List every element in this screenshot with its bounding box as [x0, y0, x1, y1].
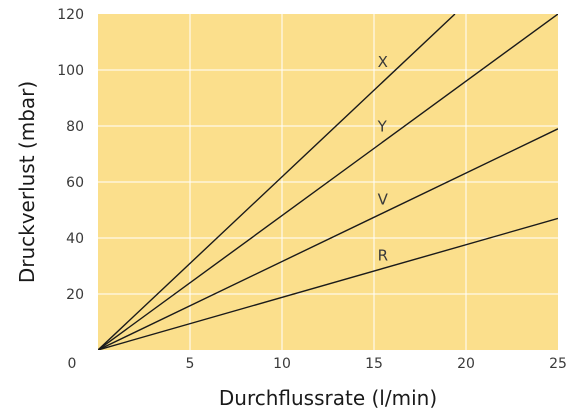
x-tick-label-0: 0 [68, 356, 77, 372]
x-tick-label-15: 15 [365, 356, 383, 372]
x-tick-label-25: 25 [549, 356, 567, 372]
series-line-v [98, 128, 558, 350]
grid [98, 14, 558, 350]
series-lines [98, 14, 558, 350]
series-labels: X Y V R [377, 53, 389, 264]
x-tick-label-10: 10 [273, 356, 291, 372]
y-axis-title: Druckverlust (mbar) [15, 81, 39, 283]
y-tick-label-80: 80 [66, 119, 84, 135]
series-label-y: Y [377, 118, 388, 136]
y-tick-label-40: 40 [66, 231, 84, 247]
y-tick-label-100: 100 [57, 63, 84, 79]
y-tick-labels: 20 40 60 80 100 120 [57, 7, 84, 303]
y-tick-label-120: 120 [57, 7, 84, 23]
x-tick-label-20: 20 [457, 356, 475, 372]
y-tick-label-60: 60 [66, 175, 84, 191]
x-axis-title: Durchflussrate (l/min) [219, 386, 437, 410]
y-tick-label-20: 20 [66, 287, 84, 303]
series-label-x: X [378, 53, 388, 71]
series-label-r: R [378, 246, 388, 264]
series-line-x [98, 14, 456, 350]
x-tick-label-5: 5 [186, 356, 195, 372]
x-tick-labels: 0 5 10 15 20 25 [68, 356, 567, 372]
series-line-r [98, 217, 558, 350]
series-label-v: V [378, 190, 389, 208]
series-line-y [98, 14, 558, 350]
